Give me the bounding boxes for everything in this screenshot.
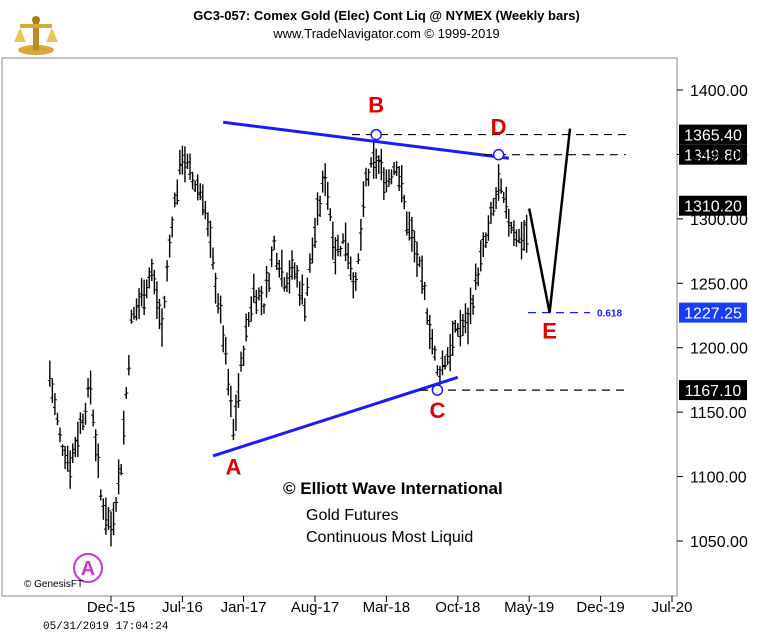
wave-label: C [429, 398, 445, 423]
wave-point-marker [431, 384, 444, 396]
y-tick-label: 1150.00 [690, 405, 747, 422]
trade-navigator-logo-icon [14, 16, 58, 55]
price-box [679, 380, 747, 401]
x-tick-label: Dec-19 [576, 599, 624, 616]
lower-trendline [212, 375, 459, 458]
projection-path [527, 128, 572, 313]
wave-label: E [542, 319, 557, 344]
wave-point-marker [492, 148, 505, 161]
fib-label: 0.618 [597, 309, 622, 320]
price-box-label: 1227.25 [684, 306, 742, 323]
wave-label: A [81, 558, 95, 580]
y-tick-label: 1100.00 [690, 470, 747, 487]
upper-trendline [223, 120, 509, 160]
chart-title: GC3-057: Comex Gold (Elec) Cont Liq @ NY… [193, 8, 580, 23]
y-tick-label: 1200.00 [690, 341, 748, 358]
x-tick-label: May-19 [504, 599, 554, 616]
x-tick-label: Jul-20 [652, 599, 693, 616]
ewi-subtitle-1: Gold Futures [306, 507, 398, 524]
x-tick-label: Jan-17 [221, 599, 267, 616]
price-box [679, 144, 747, 165]
timestamp: 05/31/2019 17:04:24 [43, 621, 169, 633]
price-box [679, 302, 747, 323]
x-tick-label: Jul-16 [162, 599, 203, 616]
ewi-watermark: © Elliott Wave International [283, 479, 503, 498]
x-tick-label: Oct-18 [435, 599, 480, 616]
y-tick-label: 1300.00 [690, 212, 748, 229]
wave-label: B [368, 93, 384, 118]
y-tick-label: 1050.00 [690, 534, 748, 551]
x-tick-label: Aug-17 [291, 599, 339, 616]
wave-a-circle [73, 553, 103, 583]
price-box-label: 1310.20 [684, 199, 742, 216]
y-tick-label: 1350.00 [690, 147, 748, 164]
wave-labels: A A B C D E [73, 93, 557, 583]
price-box [679, 195, 747, 216]
price-bars [47, 140, 529, 547]
ewi-subtitle-2: Continuous Most Liquid [306, 529, 473, 546]
y-tick-label: 1250.00 [690, 276, 748, 293]
genesis-credit: © GenesisFT [24, 579, 83, 590]
price-box-label: 1349.80 [684, 148, 742, 165]
price-box [679, 124, 747, 145]
x-tick-label: Mar-18 [363, 599, 411, 616]
x-axis-ticks: Dec-15 Jul-16 Jan-17 Aug-17 Mar-18 Oct-18 May-… [87, 596, 693, 616]
price-levels: 1365.40 1349.80 1310.20 1227.25 1167.10 0.618 [352, 124, 747, 401]
wave-label: A [225, 454, 241, 479]
wave-label: D [491, 115, 507, 140]
y-axis-ticks: 1050.00 1100.00 1150.00 1200.00 1250.00 1300.… [677, 83, 748, 551]
wave-point-marker [370, 128, 382, 141]
price-box-label: 1167.10 [685, 383, 742, 400]
chart-subtitle: www.TradeNavigator.com © 1999-2019 [273, 26, 500, 41]
y-tick-label: 1400.00 [690, 83, 748, 100]
x-tick-label: Dec-15 [87, 599, 135, 616]
price-box-label: 1365.40 [684, 128, 742, 145]
